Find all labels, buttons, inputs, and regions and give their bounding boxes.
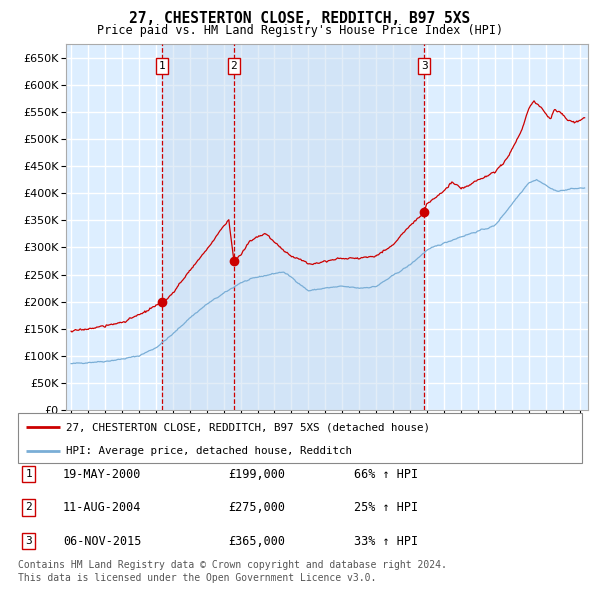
Text: £199,000: £199,000 — [228, 468, 285, 481]
Text: 06-NOV-2015: 06-NOV-2015 — [63, 535, 142, 548]
Text: 66% ↑ HPI: 66% ↑ HPI — [354, 468, 418, 481]
Text: 19-MAY-2000: 19-MAY-2000 — [63, 468, 142, 481]
Bar — [234, 44, 424, 410]
Text: £275,000: £275,000 — [228, 501, 285, 514]
Text: 2: 2 — [25, 503, 32, 512]
Text: 2: 2 — [230, 61, 238, 71]
Text: Contains HM Land Registry data © Crown copyright and database right 2024.
This d: Contains HM Land Registry data © Crown c… — [18, 560, 447, 583]
Text: 3: 3 — [25, 536, 32, 546]
Text: Price paid vs. HM Land Registry's House Price Index (HPI): Price paid vs. HM Land Registry's House … — [97, 24, 503, 37]
Text: 11-AUG-2004: 11-AUG-2004 — [63, 501, 142, 514]
Text: 25% ↑ HPI: 25% ↑ HPI — [354, 501, 418, 514]
Text: 1: 1 — [25, 470, 32, 479]
FancyBboxPatch shape — [18, 413, 582, 463]
Text: 1: 1 — [159, 61, 166, 71]
Text: 3: 3 — [421, 61, 428, 71]
Text: £365,000: £365,000 — [228, 535, 285, 548]
Text: 33% ↑ HPI: 33% ↑ HPI — [354, 535, 418, 548]
Bar — [162, 44, 234, 410]
Text: HPI: Average price, detached house, Redditch: HPI: Average price, detached house, Redd… — [66, 445, 352, 455]
Text: 27, CHESTERTON CLOSE, REDDITCH, B97 5XS (detached house): 27, CHESTERTON CLOSE, REDDITCH, B97 5XS … — [66, 422, 430, 432]
Text: 27, CHESTERTON CLOSE, REDDITCH, B97 5XS: 27, CHESTERTON CLOSE, REDDITCH, B97 5XS — [130, 11, 470, 25]
